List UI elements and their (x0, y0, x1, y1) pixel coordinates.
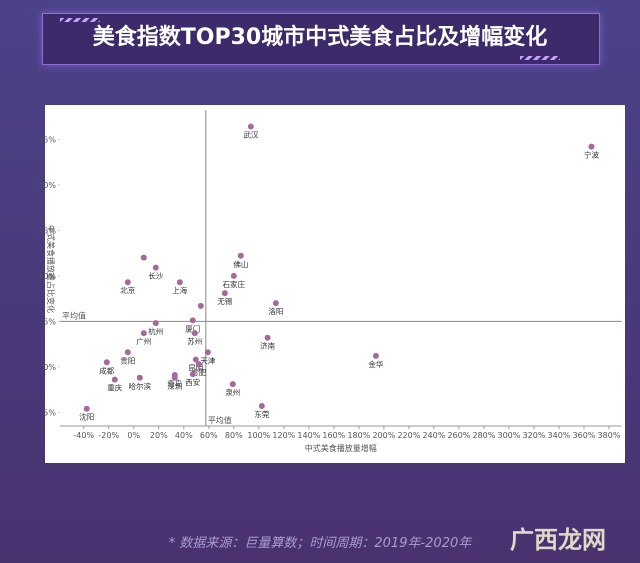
x-tick-label: 0% (127, 431, 140, 440)
point-label: 重庆 (107, 383, 122, 393)
y-axis-title: 中式美食播放量占比变化 (46, 225, 56, 313)
point (192, 356, 199, 363)
point-label: 东莞 (254, 409, 269, 419)
x-tick-label: 160% (322, 431, 345, 440)
point (221, 290, 228, 297)
point-label: 长沙 (148, 271, 163, 281)
point-label: 武汉 (243, 130, 258, 140)
point (191, 330, 198, 337)
point-label: 贵阳 (120, 355, 135, 365)
point-label: 洛阳 (268, 306, 283, 316)
point (176, 279, 183, 286)
x-tick-label: 140% (297, 431, 320, 440)
y-tick-label: 5% (43, 317, 56, 326)
point-label: 广州 (136, 336, 151, 346)
x-tick-label: 300% (498, 431, 521, 440)
point-label: 无锡 (217, 297, 232, 306)
point-label: 上海 (172, 285, 187, 295)
point (272, 300, 279, 307)
point (124, 349, 131, 356)
point (136, 374, 143, 381)
point-label: 昆明 (188, 364, 203, 373)
y-tick-label: 20% (38, 181, 56, 190)
x-tick-label: 40% (175, 431, 193, 440)
x-axis-title: 中式美食播放量增幅 (305, 443, 377, 453)
y-tick-label: -5% (40, 408, 56, 417)
point (258, 402, 265, 409)
point (229, 381, 236, 388)
x-tick-label: 100% (247, 431, 270, 440)
decor (60, 18, 100, 22)
point-label: 石家庄 (223, 279, 246, 289)
point (204, 349, 211, 356)
x-tick-label: 220% (397, 431, 420, 440)
point-label: 成都 (99, 365, 114, 375)
x-tick-label: 340% (548, 431, 571, 440)
point-label: 泉州 (225, 387, 240, 397)
point-label: 天津 (200, 356, 215, 365)
point-label: 北京 (120, 285, 135, 295)
y-tick-label: 0% (43, 363, 56, 372)
x-tick-label: 60% (200, 431, 218, 440)
point (140, 254, 147, 261)
point-label: 合肥 (191, 367, 206, 377)
point (195, 361, 202, 368)
x-tick-label: 180% (347, 431, 370, 440)
point-label: 金华 (368, 359, 383, 369)
mean-label: 平均值 (62, 310, 86, 320)
point (588, 143, 595, 150)
point-label: 沈阳 (79, 412, 94, 422)
x-tick-label: 380% (598, 431, 621, 440)
point (83, 405, 90, 412)
point (237, 252, 244, 259)
point (230, 272, 237, 279)
footer: * 数据来源：巨量算数；时间周期：2019年-2020年 (168, 536, 472, 551)
x-tick-label: 260% (447, 431, 470, 440)
x-tick-label: 280% (473, 431, 496, 440)
y-tick-label: 25% (38, 135, 56, 144)
point (124, 279, 131, 286)
point (103, 359, 110, 366)
point (372, 352, 379, 359)
point-label: 厦门 (185, 324, 200, 333)
point-label: 佛山 (233, 259, 248, 269)
point-label: 青岛 (167, 378, 182, 388)
point-label: 深圳 (167, 381, 182, 391)
x-tick-label: 20% (150, 431, 168, 440)
point (189, 317, 196, 324)
title-banner (42, 13, 600, 65)
x-tick-label: 360% (573, 431, 596, 440)
point (189, 371, 196, 378)
x-tick-label: 120% (272, 431, 295, 440)
point-label: 哈尔滨 (129, 381, 152, 391)
point (247, 123, 254, 130)
point-label: 宁波 (584, 150, 599, 160)
point (152, 320, 159, 327)
point-label: 苏州 (187, 336, 202, 346)
point (140, 330, 147, 337)
x-tick-label: 80% (225, 431, 243, 440)
watermark: 广西龙网 (510, 525, 606, 554)
point-label: 杭州 (148, 326, 163, 336)
point (152, 264, 159, 271)
chart-panel (45, 105, 625, 463)
point-label: 西安 (185, 377, 200, 387)
y-tick-label: 15% (38, 226, 56, 235)
x-tick-label: 320% (523, 431, 546, 440)
x-tick-label: 240% (422, 431, 445, 440)
x-tick-label: 200% (372, 431, 395, 440)
point (171, 374, 178, 381)
point-label: 济南 (260, 341, 275, 351)
title: 美食指数TOP30城市中式美食占比及增幅变化 (92, 25, 548, 50)
point (111, 376, 118, 383)
mean-label: 平均值 (208, 415, 232, 425)
x-tick-label: -40% (73, 431, 94, 440)
point (197, 302, 204, 309)
x-tick-label: -20% (98, 431, 119, 440)
y-tick-label: 10% (38, 272, 56, 281)
point (264, 334, 271, 341)
decor (520, 56, 560, 60)
